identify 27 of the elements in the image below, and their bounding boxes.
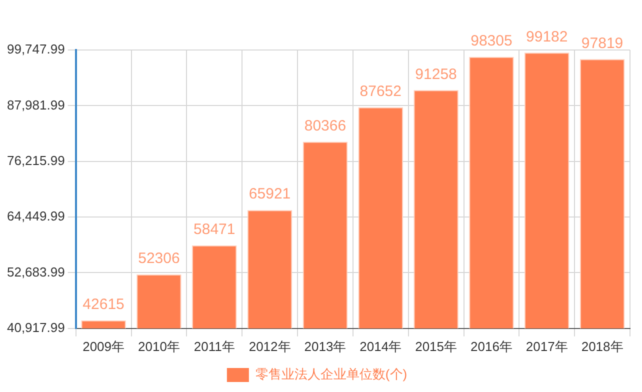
data-label: 99182 bbox=[526, 28, 568, 46]
x-tick-label: 2009年 bbox=[82, 338, 125, 354]
y-tick-label: 87,981.99 bbox=[6, 97, 65, 112]
y-tick-label: 64,449.99 bbox=[6, 208, 65, 224]
data-label: 52306 bbox=[138, 250, 180, 268]
data-label: 58471 bbox=[194, 220, 236, 238]
x-tick-label: 2011年 bbox=[194, 338, 235, 354]
x-tick-label: 2010年 bbox=[138, 338, 180, 354]
legend-label: 零售业法人企业单位数(个) bbox=[255, 366, 408, 382]
x-tick-label: 2013年 bbox=[304, 338, 346, 354]
data-label: 65921 bbox=[248, 186, 291, 203]
data-label: 97819 bbox=[581, 34, 624, 52]
y-tick-label: 99,747.99 bbox=[6, 42, 65, 57]
y-tick-label: 40,917.99 bbox=[6, 320, 65, 335]
y-tick-label: 52,683.99 bbox=[6, 264, 65, 280]
x-tick-label: 2012年 bbox=[248, 338, 291, 354]
x-tick-label: 2014年 bbox=[360, 338, 402, 354]
data-label: 87652 bbox=[360, 82, 402, 100]
data-label: 98305 bbox=[470, 32, 512, 50]
x-tick-label: 2015年 bbox=[415, 338, 458, 354]
y-tick-label: 76,215.99 bbox=[6, 152, 65, 168]
data-label: 91258 bbox=[415, 66, 457, 83]
x-tick-label: 2017年 bbox=[526, 338, 568, 354]
x-tick-label: 2016年 bbox=[470, 338, 512, 354]
data-label: 80366 bbox=[304, 117, 346, 134]
x-tick-label: 2018年 bbox=[581, 338, 624, 354]
data-label: 42615 bbox=[82, 296, 124, 314]
